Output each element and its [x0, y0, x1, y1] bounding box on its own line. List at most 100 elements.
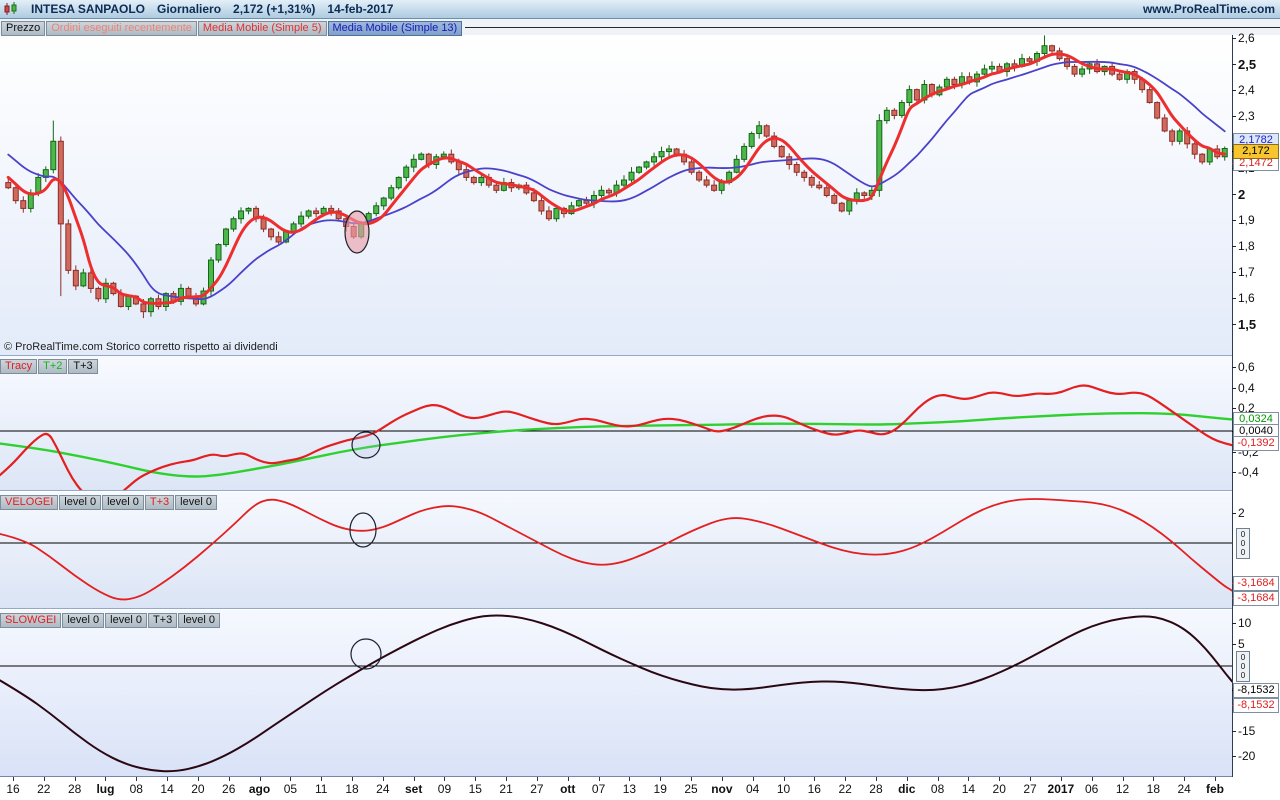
- x-axis-tick: [321, 777, 323, 781]
- legend-rule-line: [465, 26, 1280, 28]
- legend-tab-level-0[interactable]: level 0: [62, 613, 105, 628]
- x-axis-tick: [752, 777, 754, 781]
- velogei-chart[interactable]: [0, 492, 1232, 608]
- x-axis-label: 06: [1085, 782, 1099, 796]
- legend-tab-ordini-eseguiti-recentemente[interactable]: Ordini eseguiti recentemente: [46, 21, 197, 36]
- x-axis-label: 04: [745, 782, 760, 796]
- x-axis-tick: [1091, 777, 1093, 781]
- candle-up: [553, 207, 560, 220]
- x-axis-label: nov: [711, 782, 733, 796]
- candle-down: [778, 145, 785, 158]
- timeframe-label: Giornaliero: [157, 2, 222, 16]
- x-axis-label: 12: [1115, 782, 1130, 796]
- x-axis-label: 08: [930, 782, 945, 796]
- candle-down: [20, 200, 27, 209]
- tracy-t-2-line: [0, 411, 1232, 478]
- y-axis-label: 0,4: [1238, 381, 1255, 395]
- price-chart[interactable]: [0, 35, 1232, 355]
- legend-tab-t-3[interactable]: T+3: [147, 613, 178, 628]
- website-link[interactable]: www.ProRealTime.com: [1142, 2, 1275, 16]
- y-axis-label: 5: [1238, 637, 1245, 651]
- candle-up: [388, 187, 395, 199]
- candle-down: [913, 89, 920, 101]
- tracy-chart[interactable]: [0, 356, 1232, 490]
- candle-down: [260, 218, 267, 230]
- candle-up: [651, 156, 658, 163]
- candle-up: [1079, 68, 1086, 75]
- candle-down: [891, 109, 898, 116]
- x-axis-tick: [506, 777, 508, 781]
- last-value-box: 2,172: [1233, 144, 1279, 159]
- panel-divider: [0, 608, 1233, 609]
- candle-down: [688, 161, 695, 173]
- candle-down: [538, 200, 545, 212]
- candle-up: [80, 272, 87, 287]
- legend-tab-t-3[interactable]: T+3: [144, 495, 175, 510]
- x-axis-tick: [999, 777, 1001, 781]
- legend-tab-level-0[interactable]: level 0: [175, 495, 217, 510]
- legend-tab-t-3[interactable]: T+3: [68, 359, 98, 374]
- moving-average-13-line: [7, 60, 1226, 301]
- legend-tab-media-mobile-simple-5-[interactable]: Media Mobile (Simple 5): [197, 21, 327, 36]
- legend-tab-velogei[interactable]: VELOGEI: [0, 495, 59, 510]
- y-axis-label: 1,5: [1238, 317, 1257, 332]
- candle-up: [628, 171, 635, 181]
- candle-down: [793, 164, 800, 173]
- x-axis-label: 16: [6, 782, 20, 796]
- x-axis-label: 08: [129, 782, 143, 796]
- x-axis-tick: [845, 777, 847, 781]
- candle-up: [373, 205, 380, 215]
- legend-tab-media-mobile-simple-13-[interactable]: Media Mobile (Simple 13): [327, 21, 463, 36]
- legend-tab-prezzo[interactable]: Prezzo: [1, 21, 46, 36]
- x-axis-tick: [197, 777, 199, 781]
- candle-up: [666, 148, 673, 153]
- candle-up: [245, 207, 252, 212]
- legend-tab-level-0[interactable]: level 0: [178, 613, 220, 628]
- candle-down: [313, 210, 320, 215]
- slowgei-slowgei-line: [0, 614, 1232, 773]
- velogei-indicator-panel[interactable]: VELOGEI level 0 level 0 T+3 level 0: [0, 492, 1232, 608]
- candle-down: [470, 176, 477, 184]
- y-axis-label: 1,6: [1238, 291, 1255, 305]
- candle-up: [380, 197, 387, 207]
- slowgei-indicator-panel[interactable]: SLOWGEI level 0 level 0 T+3 level 0: [0, 610, 1232, 776]
- y-axis-tick: [1232, 623, 1236, 624]
- candle-down: [838, 202, 845, 212]
- tracy-indicator-panel[interactable]: Tracy T+2 T+3: [0, 356, 1232, 490]
- y-axis-tick: [1232, 272, 1236, 273]
- legend-tab-level-0[interactable]: level 0: [59, 495, 102, 510]
- x-axis-label: ago: [248, 782, 271, 796]
- velogei-annotation-ellipse: [349, 512, 377, 548]
- legend-tab-level-0[interactable]: level 0: [105, 613, 147, 628]
- x-axis-tick: [228, 777, 230, 781]
- x-axis-label: 14: [160, 782, 174, 796]
- candle-down: [65, 223, 72, 271]
- legend-tab-t-2[interactable]: T+2: [38, 359, 68, 374]
- velogei-legend: VELOGEI level 0 level 0 T+3 level 0: [0, 492, 218, 510]
- y-axis-label: 10: [1238, 616, 1252, 630]
- legend-tab-slowgei[interactable]: SLOWGEI: [0, 613, 62, 628]
- candle-up: [575, 200, 582, 207]
- x-axis-tick: [290, 777, 292, 781]
- x-axis-label: 22: [37, 782, 51, 796]
- candle-down: [763, 125, 770, 137]
- x-axis-tick: [444, 777, 446, 781]
- legend-tab-level-0[interactable]: level 0: [102, 495, 144, 510]
- x-axis[interactable]: 16 22 28 lug 08 14 20 26 ago 05 11 18 24 set 09 15 21 27 o…: [0, 777, 1280, 800]
- x-axis-label: 21: [499, 782, 513, 796]
- candle-down: [808, 176, 815, 186]
- x-axis-label: ott: [560, 782, 576, 796]
- candle-up: [741, 145, 748, 160]
- slowgei-chart[interactable]: [0, 610, 1232, 776]
- candle-up: [943, 78, 950, 88]
- price-chart-panel[interactable]: © ProRealTime.com Storico corretto rispe…: [0, 35, 1232, 355]
- y-axis-label: 2,6: [1238, 31, 1255, 45]
- legend-tab-tracy[interactable]: Tracy: [0, 359, 38, 374]
- candle-down: [605, 189, 612, 194]
- candle-down: [1146, 89, 1153, 104]
- x-axis-tick: [721, 777, 723, 781]
- candle-up: [748, 133, 755, 147]
- x-axis-label: 28: [67, 782, 82, 796]
- last-value-box: -0,1392: [1233, 436, 1279, 451]
